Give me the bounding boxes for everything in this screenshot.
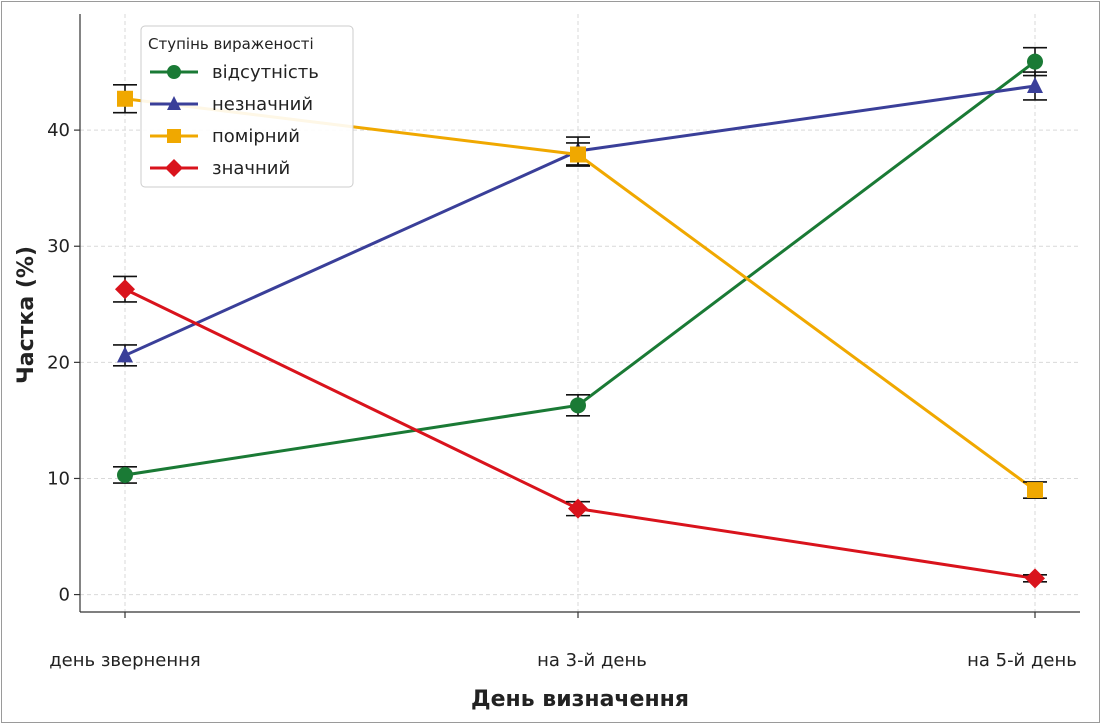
legend-marker <box>167 129 181 143</box>
legend-marker <box>167 96 181 110</box>
y-tick-label: 10 <box>47 468 70 489</box>
legend-marker <box>165 159 183 177</box>
y-tick-label: 20 <box>47 352 70 373</box>
y-tick-label: 30 <box>47 236 70 257</box>
series-1 <box>113 46 1047 484</box>
data-point <box>117 90 133 107</box>
data-point <box>117 346 133 363</box>
legend-marker <box>167 65 181 79</box>
legend: Ступінь вираженості відсутність незначний… <box>140 25 354 188</box>
legend-label: відсутність <box>212 62 319 83</box>
x-tick-label: день звернення <box>49 650 201 671</box>
x-axis-title: День визначення <box>471 687 689 712</box>
legend-label: помірний <box>212 126 300 147</box>
legend-box <box>140 25 354 188</box>
x-tick-label: на 5-й день <box>967 650 1077 671</box>
data-point <box>1027 76 1043 93</box>
data-point <box>117 466 133 483</box>
legend-entry: помірний <box>150 126 300 147</box>
data-point <box>1025 568 1045 589</box>
y-tick-label: 40 <box>47 120 70 141</box>
series-line <box>124 287 1036 580</box>
series-4 <box>113 275 1047 589</box>
data-point <box>1027 482 1043 499</box>
data-point <box>570 146 586 163</box>
legend-entry: відсутність <box>150 62 319 83</box>
data-point <box>568 498 588 519</box>
data-point <box>570 397 586 414</box>
y-tick-labels: 0 10 20 30 40 <box>47 120 80 606</box>
legend-title: Ступінь вираженості <box>148 35 314 53</box>
legend-label: значний <box>212 158 290 179</box>
axes <box>79 14 1080 613</box>
data-point <box>115 279 135 300</box>
data-point <box>1027 53 1043 70</box>
legend-label: незначний <box>212 94 313 115</box>
x-tick-label: на 3-й день <box>537 650 647 671</box>
legend-entry: значний <box>150 158 290 179</box>
y-axis-title: Частка (%) <box>14 246 39 384</box>
legend-entry: незначний <box>150 94 313 115</box>
x-tick-labels: день звернення на 3-й день на 5-й день <box>49 612 1077 671</box>
y-tick-label: 0 <box>59 585 70 606</box>
